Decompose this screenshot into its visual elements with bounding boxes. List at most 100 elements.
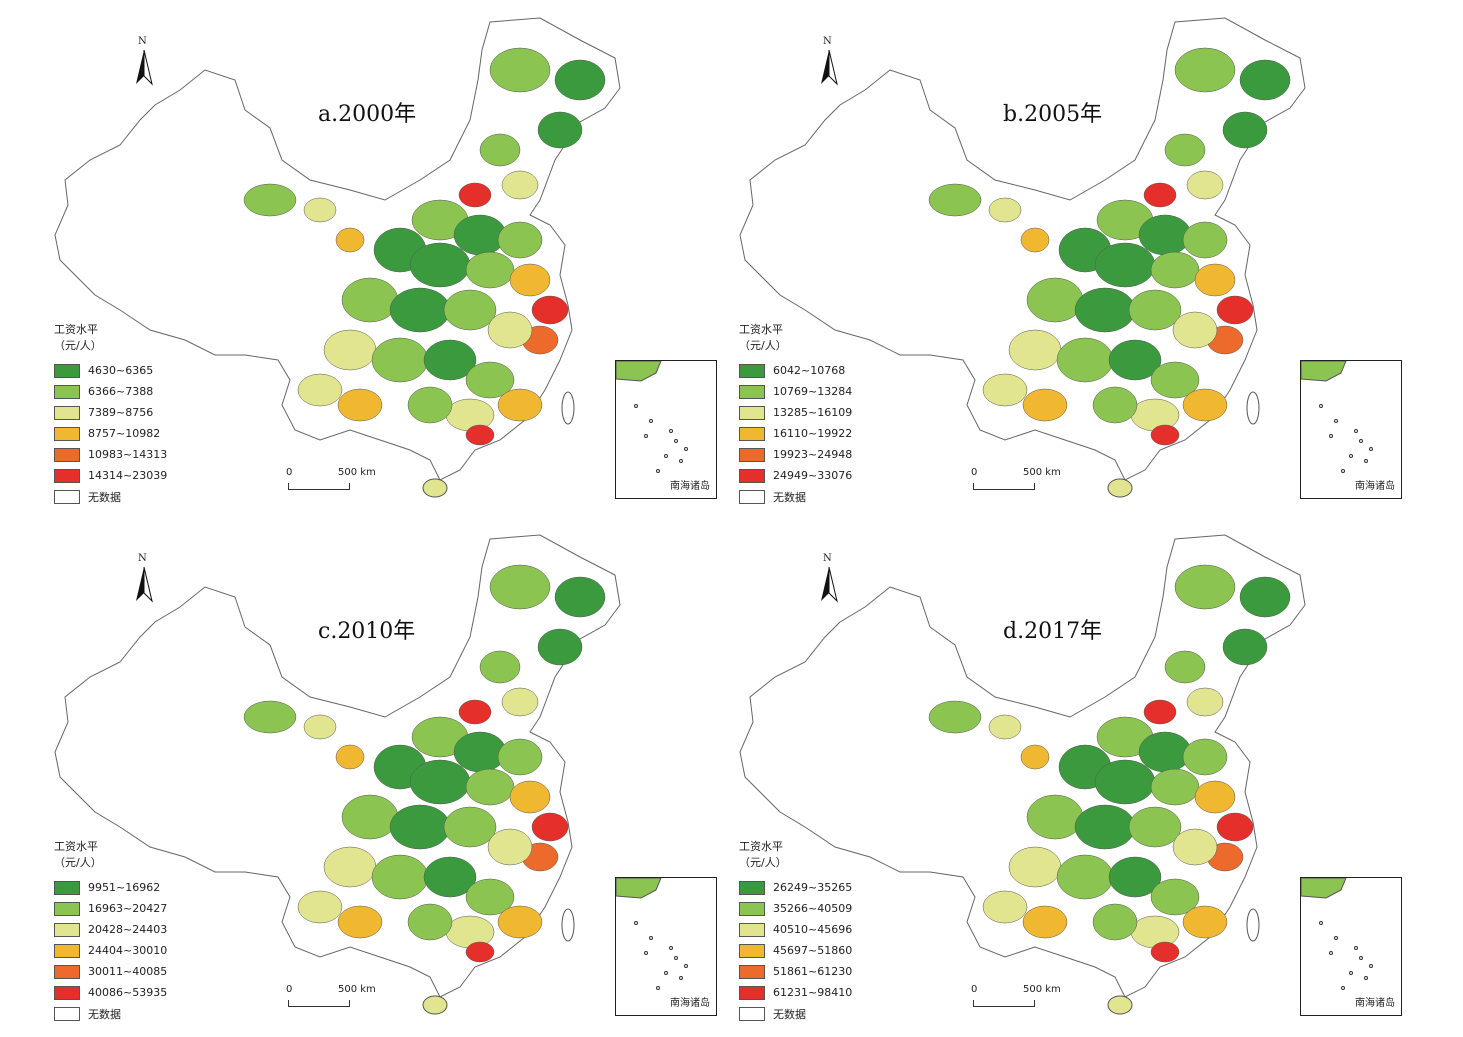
legend-item: 10983~14313 bbox=[54, 444, 167, 465]
inset-label: 南海诸岛 bbox=[1355, 998, 1395, 1009]
region-polygon bbox=[1138, 214, 1192, 256]
island-dot bbox=[664, 971, 668, 975]
legend: 工资水平 （元/人） 26249~35265 35266~40509 40510… bbox=[739, 839, 852, 1024]
island-dot bbox=[634, 921, 638, 925]
region-polygon bbox=[303, 197, 337, 223]
region-polygon bbox=[1022, 388, 1068, 422]
region-polygon bbox=[1128, 289, 1182, 331]
legend-item: 26249~35265 bbox=[739, 877, 852, 898]
legend-label: 9951~16962 bbox=[88, 881, 161, 894]
north-letter: N bbox=[823, 553, 832, 564]
legend-item: 7389~8756 bbox=[54, 402, 167, 423]
region-polygon bbox=[1182, 905, 1228, 939]
region-polygon bbox=[501, 170, 539, 200]
legend-label: 24404~30010 bbox=[88, 944, 168, 957]
region-polygon bbox=[1194, 780, 1236, 814]
region-polygon bbox=[389, 287, 451, 333]
legend-swatch bbox=[54, 1006, 80, 1021]
region-polygon bbox=[479, 133, 521, 167]
region-polygon bbox=[1094, 242, 1156, 288]
island-dot bbox=[1359, 956, 1363, 960]
legend-label: 6042~10768 bbox=[773, 364, 846, 377]
region-polygon bbox=[303, 714, 337, 740]
region-polygon bbox=[1182, 388, 1228, 422]
island-dot bbox=[1329, 951, 1333, 955]
inset-coast bbox=[616, 361, 662, 382]
map-panel-2017: N d.2017年 工资水平 （元/人） 26249~35265 35266~4… bbox=[705, 527, 1405, 1027]
legend-label: 13285~16109 bbox=[773, 406, 853, 419]
region-polygon bbox=[1020, 744, 1050, 770]
region-polygon bbox=[1186, 687, 1224, 717]
island-dot bbox=[1354, 429, 1358, 433]
legend-item: 40086~53935 bbox=[54, 982, 167, 1003]
region-polygon bbox=[297, 373, 343, 407]
region-polygon bbox=[335, 227, 365, 253]
region-polygon bbox=[1222, 111, 1268, 149]
legend-label: 19923~24948 bbox=[773, 448, 853, 461]
legend: 工资水平 （元/人） 4630~6365 6366~7388 7389~8756… bbox=[54, 322, 167, 507]
region-polygon bbox=[1056, 337, 1114, 383]
legend-label: 30011~40085 bbox=[88, 965, 168, 978]
legend-item: 13285~16109 bbox=[739, 402, 852, 423]
region-polygon bbox=[1008, 329, 1062, 371]
legend-swatch bbox=[739, 1006, 765, 1021]
region-polygon bbox=[497, 388, 543, 422]
scale-distance: 500 km bbox=[338, 467, 376, 478]
region-polygon bbox=[1008, 846, 1062, 888]
region-polygon bbox=[1022, 905, 1068, 939]
region-polygon bbox=[465, 768, 515, 806]
legend-item: 8757~10982 bbox=[54, 423, 167, 444]
region-polygon bbox=[407, 903, 453, 941]
region-polygon bbox=[1164, 133, 1206, 167]
region-polygon bbox=[423, 339, 477, 381]
legend-swatch bbox=[54, 880, 80, 895]
island-dot bbox=[1341, 986, 1345, 990]
legend-label: 无数据 bbox=[773, 1007, 806, 1021]
legend-swatch bbox=[54, 943, 80, 958]
legend-label: 无数据 bbox=[88, 490, 121, 504]
legend-title: 工资水平 bbox=[54, 840, 98, 853]
legend-swatch bbox=[739, 489, 765, 504]
scale-zero: 0 bbox=[286, 467, 293, 478]
inset-coast bbox=[616, 878, 662, 899]
legend-item: 51861~61230 bbox=[739, 961, 852, 982]
region-polygon bbox=[297, 890, 343, 924]
region-polygon bbox=[554, 59, 606, 101]
region-polygon bbox=[335, 744, 365, 770]
inset-label: 南海诸岛 bbox=[670, 998, 710, 1009]
legend-item: 6366~7388 bbox=[54, 381, 167, 402]
north-arrow-icon: N bbox=[817, 553, 841, 609]
region-polygon bbox=[409, 242, 471, 288]
north-arrow-icon: N bbox=[817, 36, 841, 92]
map-panel-2005: N b.2005年 工资水平 （元/人） 6042~10768 10769~13… bbox=[705, 10, 1405, 510]
legend-swatch bbox=[54, 964, 80, 979]
island-dot bbox=[649, 936, 653, 940]
scale-bar: 0 500 km bbox=[286, 467, 396, 495]
region-polygon bbox=[982, 373, 1028, 407]
region-polygon bbox=[537, 628, 583, 666]
island-dot bbox=[1319, 921, 1323, 925]
legend-label: 无数据 bbox=[773, 490, 806, 504]
region-polygon bbox=[1182, 738, 1228, 776]
island-dot bbox=[634, 404, 638, 408]
region-polygon bbox=[1182, 221, 1228, 259]
legend-item: 35266~40509 bbox=[739, 898, 852, 919]
region-polygon bbox=[509, 263, 551, 297]
region-polygon bbox=[1074, 287, 1136, 333]
island-dot bbox=[1369, 964, 1373, 968]
region-polygon bbox=[487, 311, 533, 349]
region-polygon bbox=[988, 714, 1022, 740]
legend-item-nodata: 无数据 bbox=[54, 486, 167, 507]
region-polygon bbox=[1108, 339, 1162, 381]
island-dot bbox=[644, 434, 648, 438]
region-polygon bbox=[1150, 251, 1200, 289]
scale-distance: 500 km bbox=[1023, 984, 1061, 995]
region-polygon bbox=[1174, 47, 1236, 93]
legend-swatch bbox=[739, 901, 765, 916]
legend-swatch bbox=[739, 468, 765, 483]
scale-distance: 500 km bbox=[338, 984, 376, 995]
legend-swatch bbox=[54, 426, 80, 441]
region-polygon bbox=[465, 361, 515, 399]
legend-swatch bbox=[54, 363, 80, 378]
legend-item-nodata: 无数据 bbox=[54, 1003, 167, 1024]
